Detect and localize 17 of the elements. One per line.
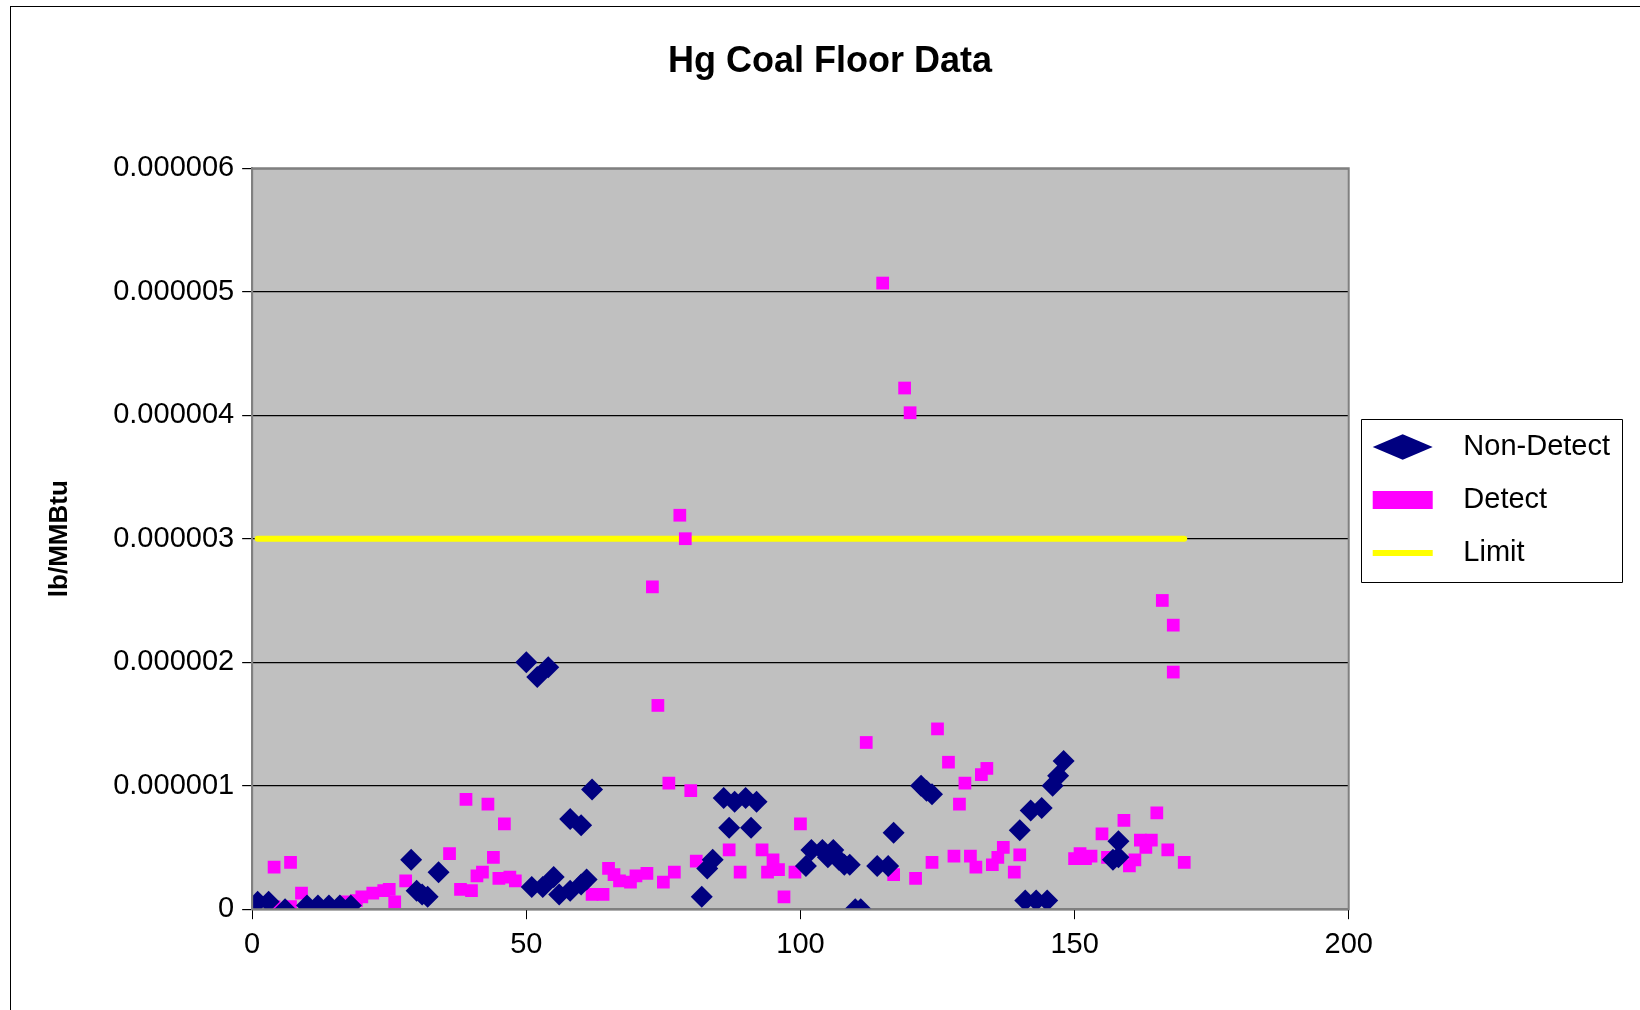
legend-label: Non-Detect (1447, 429, 1611, 461)
x-tick-label: 50 (510, 926, 543, 959)
x-tick-label: 200 (1324, 926, 1373, 959)
y-tick-label: 0.000004 (113, 397, 235, 430)
y-tick-label: 0.000003 (113, 520, 235, 553)
y-axis-title: lb/MMBtu (42, 480, 73, 598)
x-tick-label: 150 (1050, 926, 1099, 959)
y-tick-label: 0.000001 (113, 767, 235, 800)
y-tick-label: 0.000005 (113, 273, 235, 306)
y-tick-label: 0 (218, 891, 235, 924)
legend-label: Limit (1447, 535, 1525, 567)
legend-label: Detect (1447, 482, 1548, 514)
y-tick-label: 0.000006 (113, 150, 235, 183)
chart-title: Hg Coal Floor Data (667, 38, 993, 80)
x-tick-label: 100 (776, 926, 825, 959)
x-tick-label: 0 (244, 926, 261, 959)
y-tick-label: 0.000002 (113, 644, 235, 677)
